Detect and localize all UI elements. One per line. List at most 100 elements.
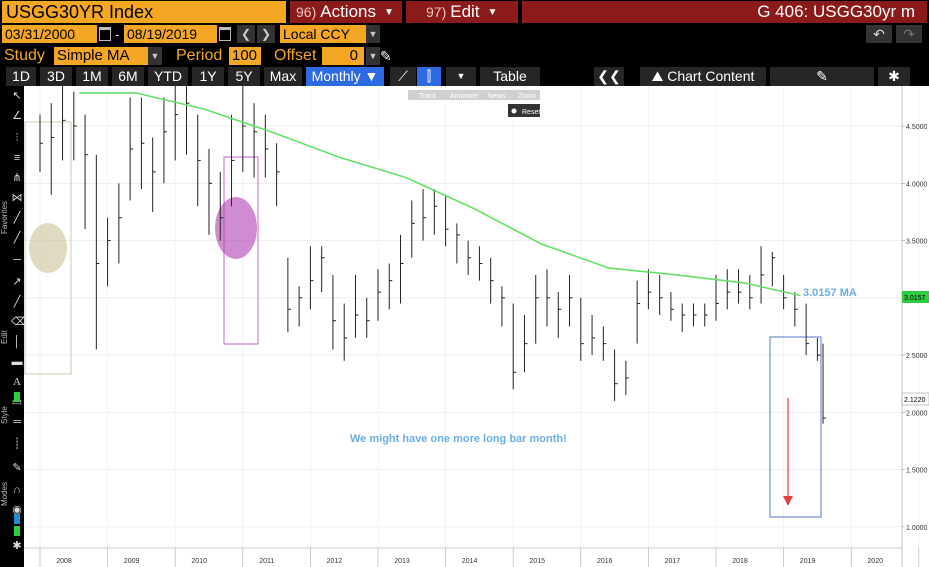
- undo-icon[interactable]: ↶: [866, 25, 892, 43]
- caret-down-icon: ▼: [364, 68, 379, 84]
- range-max-button[interactable]: Max: [264, 67, 302, 86]
- x-axis: 2008 2009 2010 2011 2012 2013 2014 2015 2016 2017…: [24, 547, 920, 567]
- pencil-icon[interactable]: ✎: [12, 462, 22, 474]
- chart-svg[interactable]: 1.00001.50002.00002.50003.00003.50004.00…: [24, 86, 929, 567]
- line-chart-icon[interactable]: ⟋: [390, 67, 416, 86]
- magnet-icon[interactable]: ∩: [13, 484, 21, 496]
- highlight-circle-2008[interactable]: [29, 223, 67, 273]
- pitchfork-icon[interactable]: ⋔: [12, 172, 22, 184]
- edit-menu-number: 97): [426, 4, 447, 20]
- actions-menu[interactable]: 96) Actions ▼: [290, 1, 402, 23]
- label-tool-icon[interactable]: ▭: [11, 396, 23, 408]
- style-label: Style: [0, 406, 9, 424]
- caret-down-icon[interactable]: ▼: [366, 47, 380, 65]
- range-1d-button[interactable]: 1D: [6, 67, 36, 86]
- x-tick-label: 2018: [732, 558, 748, 565]
- actions-menu-number: 96): [296, 4, 317, 20]
- ma-price-tag-text: 3.0157: [904, 295, 926, 302]
- hline-icon[interactable]: ─: [13, 254, 21, 266]
- range-1m-button[interactable]: 1M: [76, 67, 108, 86]
- track-button[interactable]: Track: [419, 93, 437, 100]
- range-3d-button[interactable]: 3D: [40, 67, 72, 86]
- chart-tools-bg: [408, 90, 540, 100]
- redo-icon[interactable]: ↷: [896, 25, 922, 43]
- y-tick-label: 3.5000: [906, 239, 928, 246]
- y-tick-label: 2.0000: [906, 410, 928, 417]
- comment-annotation[interactable]: We might have one more long bar month!: [350, 433, 567, 445]
- end-date-field[interactable]: 08/19/2019: [124, 25, 217, 43]
- ma-price-tag: [902, 291, 929, 303]
- range-ytd-button[interactable]: YTD: [148, 67, 188, 86]
- range-5y-button[interactable]: 5Y: [228, 67, 260, 86]
- edit-menu[interactable]: 97) Edit ▼: [406, 1, 518, 23]
- eye-icon[interactable]: ◉: [12, 504, 22, 516]
- zoom-button[interactable]: Zoom: [518, 93, 536, 100]
- cursor-icon[interactable]: ↖: [12, 90, 22, 102]
- settings-icon[interactable]: ✱: [12, 540, 22, 552]
- annotate-button[interactable]: Annotate: [450, 93, 478, 100]
- date-range-bar: 03/31/2000 - 08/19/2019 ❮ ❯ Local CCY ▼ …: [0, 25, 929, 45]
- gear-icon[interactable]: ✱: [878, 67, 910, 86]
- caret-down-icon[interactable]: ▼: [446, 67, 476, 86]
- edit-chart-icon[interactable]: ✎: [770, 67, 874, 86]
- ticker-field[interactable]: USGG30YR Index: [2, 1, 286, 23]
- table-button[interactable]: Table: [480, 67, 540, 86]
- range-1y-button[interactable]: 1Y: [192, 67, 224, 86]
- dash-style-icon[interactable]: ═: [13, 416, 21, 428]
- text-tool-icon[interactable]: A: [13, 376, 21, 388]
- start-date-field[interactable]: 03/31/2000: [2, 25, 97, 43]
- draw-tool-icon[interactable]: ╱: [13, 296, 21, 308]
- ohlc-bars: [39, 86, 827, 424]
- reset-icon: [511, 108, 517, 114]
- trend-tool-icon[interactable]: ⫶: [15, 132, 19, 144]
- arrow-right-icon[interactable]: ❯: [257, 25, 275, 43]
- highlight-box-2008[interactable]: [24, 121, 72, 375]
- x-tick-label: 2013: [394, 558, 410, 565]
- ruler-icon[interactable]: ┊: [13, 438, 21, 450]
- x-tick-label: 2016: [597, 558, 613, 565]
- vline-icon[interactable]: │: [13, 336, 21, 348]
- eraser-icon[interactable]: ⌫: [11, 316, 27, 328]
- modes-label: Modes: [0, 481, 9, 506]
- collapse-icon[interactable]: ❮❮: [594, 67, 624, 86]
- y-tick-label: 4.5000: [906, 124, 928, 131]
- trash-icon[interactable]: ▬: [11, 356, 23, 368]
- x-tick-label: 2011: [259, 558, 274, 565]
- line-tool-icon[interactable]: ∠: [12, 110, 22, 122]
- ma-value-label: 3.0157 MA: [803, 287, 857, 299]
- color-green-swatch[interactable]: [14, 392, 20, 402]
- highlight-circle-2011[interactable]: [215, 197, 257, 259]
- date-separator: -: [115, 26, 120, 42]
- period-input[interactable]: 100: [229, 47, 261, 65]
- reset-button[interactable]: Reset: [522, 109, 540, 116]
- chart-content-label: Chart Content: [667, 68, 755, 84]
- shapes-icon[interactable]: ⋈: [11, 192, 23, 204]
- chart-content-button[interactable]: ⛰ Chart Content: [640, 67, 766, 86]
- arrow-tool-icon[interactable]: ↗: [12, 276, 22, 288]
- y-tick-label: 2.5000: [906, 353, 928, 360]
- brush-icon[interactable]: ╱: [13, 212, 21, 224]
- offset-input[interactable]: 0: [322, 47, 364, 65]
- calendar-icon[interactable]: [219, 27, 231, 41]
- color-blue-swatch[interactable]: [14, 514, 20, 524]
- frequency-select[interactable]: Monthly ▼: [306, 67, 384, 86]
- frequency-value: Monthly: [311, 68, 361, 84]
- drawing-tools-strip: ↖ ∠ ⫶ ≡ ⋔ ⋈ ╱ ╱ ─ ↗ ╱ ⌫ │ ▬ A ▭ ═ ┊ ✎ ∩ …: [0, 86, 27, 567]
- bar-chart-icon[interactable]: ⫿: [417, 67, 441, 86]
- color-green-swatch[interactable]: [14, 526, 20, 536]
- pen-icon[interactable]: ╱: [13, 232, 21, 244]
- reset-button-bg[interactable]: [508, 104, 540, 117]
- y-axis: 1.00001.50002.00002.50003.00003.50004.00…: [901, 86, 928, 567]
- pencil-icon[interactable]: ✎: [380, 48, 392, 64]
- range-6m-button[interactable]: 6M: [112, 67, 144, 86]
- calendar-icon[interactable]: [99, 27, 111, 41]
- highlight-box-2019[interactable]: [769, 336, 822, 518]
- news-button[interactable]: News: [488, 93, 506, 100]
- x-tick-label: 2014: [462, 558, 478, 565]
- chart-area[interactable]: 1.00001.50002.00002.50003.00003.50004.00…: [24, 86, 929, 567]
- currency-select[interactable]: Local CCY ▼: [280, 25, 380, 43]
- study-select[interactable]: Simple MA ▼: [54, 47, 162, 65]
- study-label: Study: [4, 47, 45, 64]
- fibonacci-icon[interactable]: ≡: [13, 152, 21, 164]
- arrow-left-icon[interactable]: ❮: [237, 25, 255, 43]
